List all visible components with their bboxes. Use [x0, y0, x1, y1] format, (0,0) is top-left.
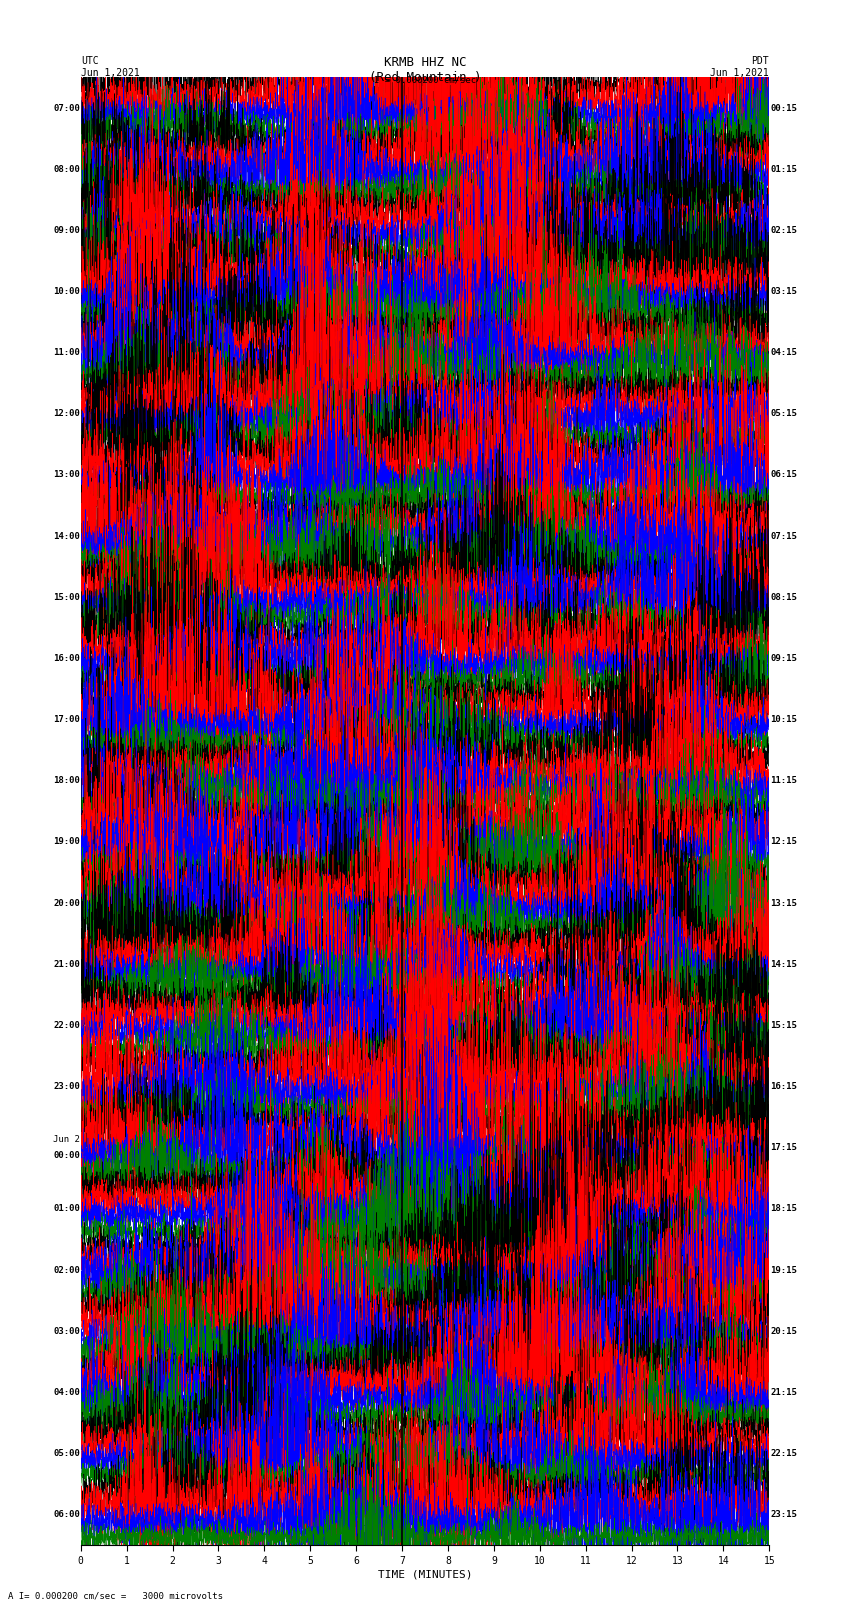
Text: 03:15: 03:15 — [770, 287, 797, 295]
Text: PDT
Jun 1,2021: PDT Jun 1,2021 — [711, 56, 769, 77]
Text: 17:15: 17:15 — [770, 1144, 797, 1152]
Bar — [81, 627, 769, 689]
Text: 02:15: 02:15 — [770, 226, 797, 235]
Text: 10:15: 10:15 — [770, 715, 797, 724]
Text: 19:15: 19:15 — [770, 1266, 797, 1274]
Text: 21:00: 21:00 — [53, 960, 80, 969]
Text: 17:00: 17:00 — [53, 715, 80, 724]
Text: 01:15: 01:15 — [770, 165, 797, 174]
Text: 12:15: 12:15 — [770, 837, 797, 847]
Text: 23:00: 23:00 — [53, 1082, 80, 1090]
Text: 09:15: 09:15 — [770, 653, 797, 663]
Text: 22:00: 22:00 — [53, 1021, 80, 1029]
Bar — [81, 1361, 769, 1423]
Text: 11:15: 11:15 — [770, 776, 797, 786]
Text: 04:00: 04:00 — [53, 1387, 80, 1397]
Text: 13:15: 13:15 — [770, 898, 797, 908]
Bar — [81, 384, 769, 444]
Text: 16:00: 16:00 — [53, 653, 80, 663]
Text: 12:00: 12:00 — [53, 410, 80, 418]
Text: 00:15: 00:15 — [770, 103, 797, 113]
Bar — [81, 505, 769, 566]
Text: 14:00: 14:00 — [53, 532, 80, 540]
Bar — [81, 261, 769, 323]
Text: 11:00: 11:00 — [53, 348, 80, 356]
Bar — [81, 1239, 769, 1300]
Text: 08:00: 08:00 — [53, 165, 80, 174]
Text: I = 0.000200 cm/sec: I = 0.000200 cm/sec — [374, 76, 476, 84]
Text: 07:00: 07:00 — [53, 103, 80, 113]
Text: 16:15: 16:15 — [770, 1082, 797, 1090]
Text: 02:00: 02:00 — [53, 1266, 80, 1274]
Text: 05:15: 05:15 — [770, 410, 797, 418]
Text: 03:00: 03:00 — [53, 1327, 80, 1336]
Text: 05:00: 05:00 — [53, 1448, 80, 1458]
Text: 10:00: 10:00 — [53, 287, 80, 295]
Bar — [81, 139, 769, 200]
Text: A I= 0.000200 cm/sec =   3000 microvolts: A I= 0.000200 cm/sec = 3000 microvolts — [8, 1590, 224, 1600]
Text: 15:00: 15:00 — [53, 594, 80, 602]
Bar — [81, 1484, 769, 1545]
Text: 06:00: 06:00 — [53, 1510, 80, 1519]
Text: 04:15: 04:15 — [770, 348, 797, 356]
Text: 20:15: 20:15 — [770, 1327, 797, 1336]
Text: 21:15: 21:15 — [770, 1387, 797, 1397]
Text: UTC
Jun 1,2021: UTC Jun 1,2021 — [81, 56, 139, 77]
Text: 23:15: 23:15 — [770, 1510, 797, 1519]
Text: 06:15: 06:15 — [770, 471, 797, 479]
X-axis label: TIME (MINUTES): TIME (MINUTES) — [377, 1569, 473, 1579]
Text: 07:15: 07:15 — [770, 532, 797, 540]
Text: 20:00: 20:00 — [53, 898, 80, 908]
Text: 22:15: 22:15 — [770, 1448, 797, 1458]
Text: 18:15: 18:15 — [770, 1205, 797, 1213]
Text: 14:15: 14:15 — [770, 960, 797, 969]
Bar — [81, 750, 769, 811]
Text: 19:00: 19:00 — [53, 837, 80, 847]
Text: Jun 2: Jun 2 — [53, 1136, 80, 1145]
Bar — [81, 873, 769, 934]
Text: 00:00: 00:00 — [53, 1152, 80, 1160]
Text: KRMB HHZ NC
(Red Mountain ): KRMB HHZ NC (Red Mountain ) — [369, 56, 481, 84]
Text: 09:00: 09:00 — [53, 226, 80, 235]
Bar — [81, 1118, 769, 1177]
Text: 18:00: 18:00 — [53, 776, 80, 786]
Text: 13:00: 13:00 — [53, 471, 80, 479]
Text: 15:15: 15:15 — [770, 1021, 797, 1029]
Text: 08:15: 08:15 — [770, 594, 797, 602]
Text: 01:00: 01:00 — [53, 1205, 80, 1213]
Bar — [81, 995, 769, 1057]
